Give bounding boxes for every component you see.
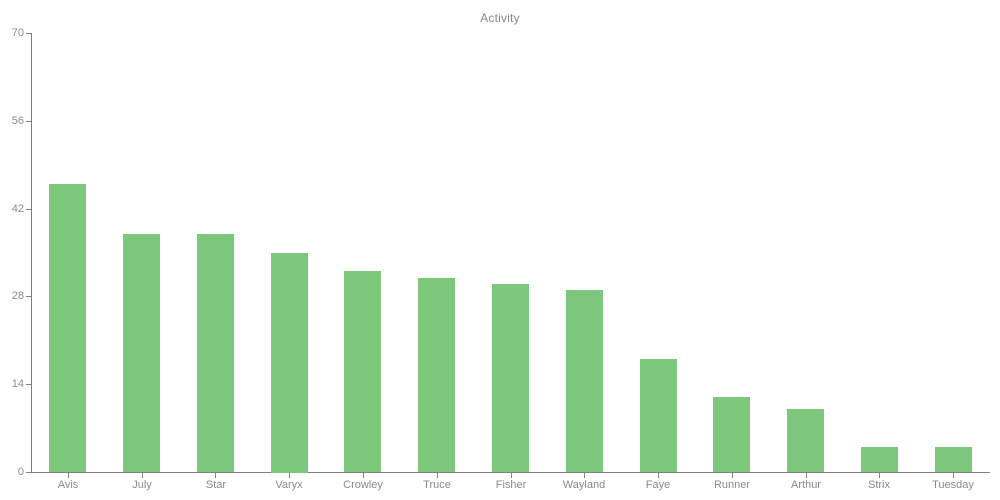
x-tick-label: Arthur — [791, 479, 821, 491]
x-axis-tick — [437, 473, 438, 478]
y-tick-label: 56 — [11, 115, 24, 127]
x-tick-label: Strix — [868, 479, 890, 491]
bar-wayland — [566, 290, 603, 472]
y-axis-tick — [26, 33, 31, 34]
y-axis-line — [31, 33, 32, 473]
y-axis-tick — [26, 209, 31, 210]
x-axis-tick — [953, 473, 954, 478]
x-axis-tick — [658, 473, 659, 478]
x-tick-label: Faye — [645, 479, 671, 491]
x-axis-tick — [806, 473, 807, 478]
y-tick-label: 14 — [11, 378, 24, 390]
bar-strix — [861, 447, 898, 472]
x-tick-label: Runner — [713, 479, 751, 491]
bar-avis — [49, 184, 86, 472]
x-axis-tick — [289, 473, 290, 478]
x-tick-label: Avis — [57, 479, 79, 491]
y-tick-label: 42 — [11, 203, 24, 215]
x-axis-line — [31, 472, 990, 473]
x-tick-label: Truce — [423, 479, 451, 491]
y-axis-tick — [26, 296, 31, 297]
y-axis-tick — [26, 472, 31, 473]
x-tick-label: Varyx — [275, 479, 303, 491]
x-axis-tick — [363, 473, 364, 478]
chart-title: Activity — [480, 11, 520, 25]
bar-crowley — [344, 271, 381, 472]
bar-runner — [713, 397, 750, 472]
y-axis-tick — [26, 121, 31, 122]
x-tick-label: July — [132, 479, 152, 491]
x-axis-tick — [68, 473, 69, 478]
x-axis-tick — [732, 473, 733, 478]
bar-july — [123, 234, 160, 472]
bar-fisher — [492, 284, 529, 472]
x-tick-label: Tuesday — [932, 479, 974, 491]
bar-arthur — [787, 409, 824, 472]
bar-varyx — [271, 253, 308, 473]
x-axis-tick — [584, 473, 585, 478]
x-tick-label: Star — [205, 479, 227, 491]
x-tick-label: Wayland — [562, 479, 606, 491]
bar-truce — [418, 278, 455, 472]
x-tick-label: Crowley — [343, 479, 383, 491]
x-axis-tick — [511, 473, 512, 478]
y-tick-label: 0 — [17, 466, 24, 478]
bar-star — [197, 234, 234, 472]
bar-faye — [640, 359, 677, 472]
x-axis-tick — [142, 473, 143, 478]
x-axis-tick — [215, 473, 216, 478]
y-tick-label: 28 — [11, 290, 24, 302]
y-tick-label: 70 — [11, 27, 24, 39]
x-tick-label: Fisher — [495, 479, 527, 491]
y-axis-tick — [26, 384, 31, 385]
x-axis-tick — [879, 473, 880, 478]
bar-tuesday — [935, 447, 972, 472]
